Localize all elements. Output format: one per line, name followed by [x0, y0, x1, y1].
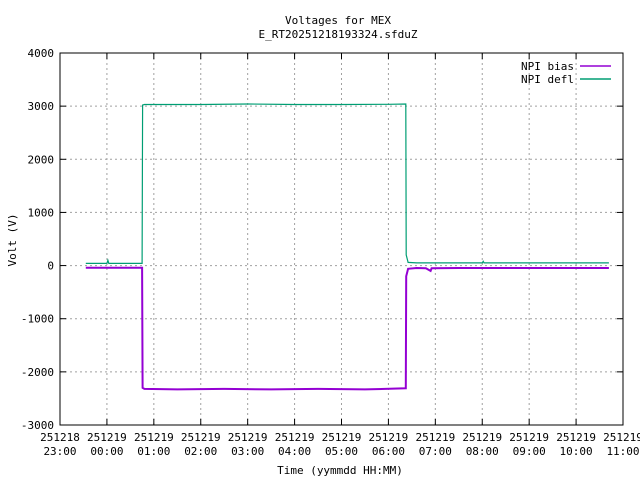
- x-tick-time: 10:00: [560, 445, 593, 458]
- x-tick-date: 251219: [509, 431, 549, 444]
- series-line-npi-defl: [85, 103, 609, 264]
- y-tick-label: 0: [47, 260, 54, 273]
- x-tick-date: 251219: [87, 431, 127, 444]
- x-tick-time: 23:00: [43, 445, 76, 458]
- x-tick-date: 251219: [556, 431, 596, 444]
- x-tick-time: 09:00: [513, 445, 546, 458]
- x-tick-date: 251219: [228, 431, 268, 444]
- x-tick-time: 07:00: [419, 445, 452, 458]
- grid-lines: [60, 53, 623, 425]
- legend-label: NPI bias: [521, 60, 574, 73]
- y-axis-label: Volt (V): [6, 214, 19, 267]
- x-tick-time: 04:00: [278, 445, 311, 458]
- x-axis-label: Time (yymmdd HH:MM): [277, 464, 403, 477]
- chart-title: Voltages for MEX: [285, 14, 391, 27]
- x-tick-date: 251219: [181, 431, 221, 444]
- x-tick-date: 251218: [40, 431, 80, 444]
- y-tick-label: -1000: [21, 313, 54, 326]
- x-tick-time: 03:00: [231, 445, 264, 458]
- x-tick-date: 251219: [322, 431, 362, 444]
- y-tick-labels: -3000 -2000 -1000 0 1000 2000 3000 4000: [21, 47, 54, 432]
- x-tick-labels: 25121823:0025121900:0025121901:002512190…: [40, 431, 640, 458]
- y-tick-label: 4000: [28, 47, 55, 60]
- axis-ticks: [59, 52, 624, 426]
- x-tick-time: 06:00: [372, 445, 405, 458]
- x-tick-date: 251219: [134, 431, 174, 444]
- y-tick-label: -3000: [21, 419, 54, 432]
- y-tick-label: 2000: [28, 153, 55, 166]
- x-tick-date: 251219: [369, 431, 409, 444]
- y-tick-label: -2000: [21, 366, 54, 379]
- x-tick-time: 05:00: [325, 445, 358, 458]
- x-tick-date: 251219: [603, 431, 640, 444]
- series-line-npi-bias: [85, 266, 609, 391]
- x-tick-time: 01:00: [137, 445, 170, 458]
- x-tick-date: 251219: [462, 431, 502, 444]
- chart-subtitle: E_RT20251218193324.sfduZ: [259, 28, 418, 41]
- series-lines: [85, 103, 609, 391]
- y-tick-label: 1000: [28, 206, 55, 219]
- x-tick-time: 02:00: [184, 445, 217, 458]
- x-tick-date: 251219: [415, 431, 455, 444]
- x-tick-time: 08:00: [466, 445, 499, 458]
- x-tick-date: 251219: [275, 431, 315, 444]
- legend-label: NPI defl: [521, 73, 574, 86]
- y-tick-label: 3000: [28, 100, 55, 113]
- x-tick-time: 00:00: [90, 445, 123, 458]
- x-tick-time: 11:00: [606, 445, 639, 458]
